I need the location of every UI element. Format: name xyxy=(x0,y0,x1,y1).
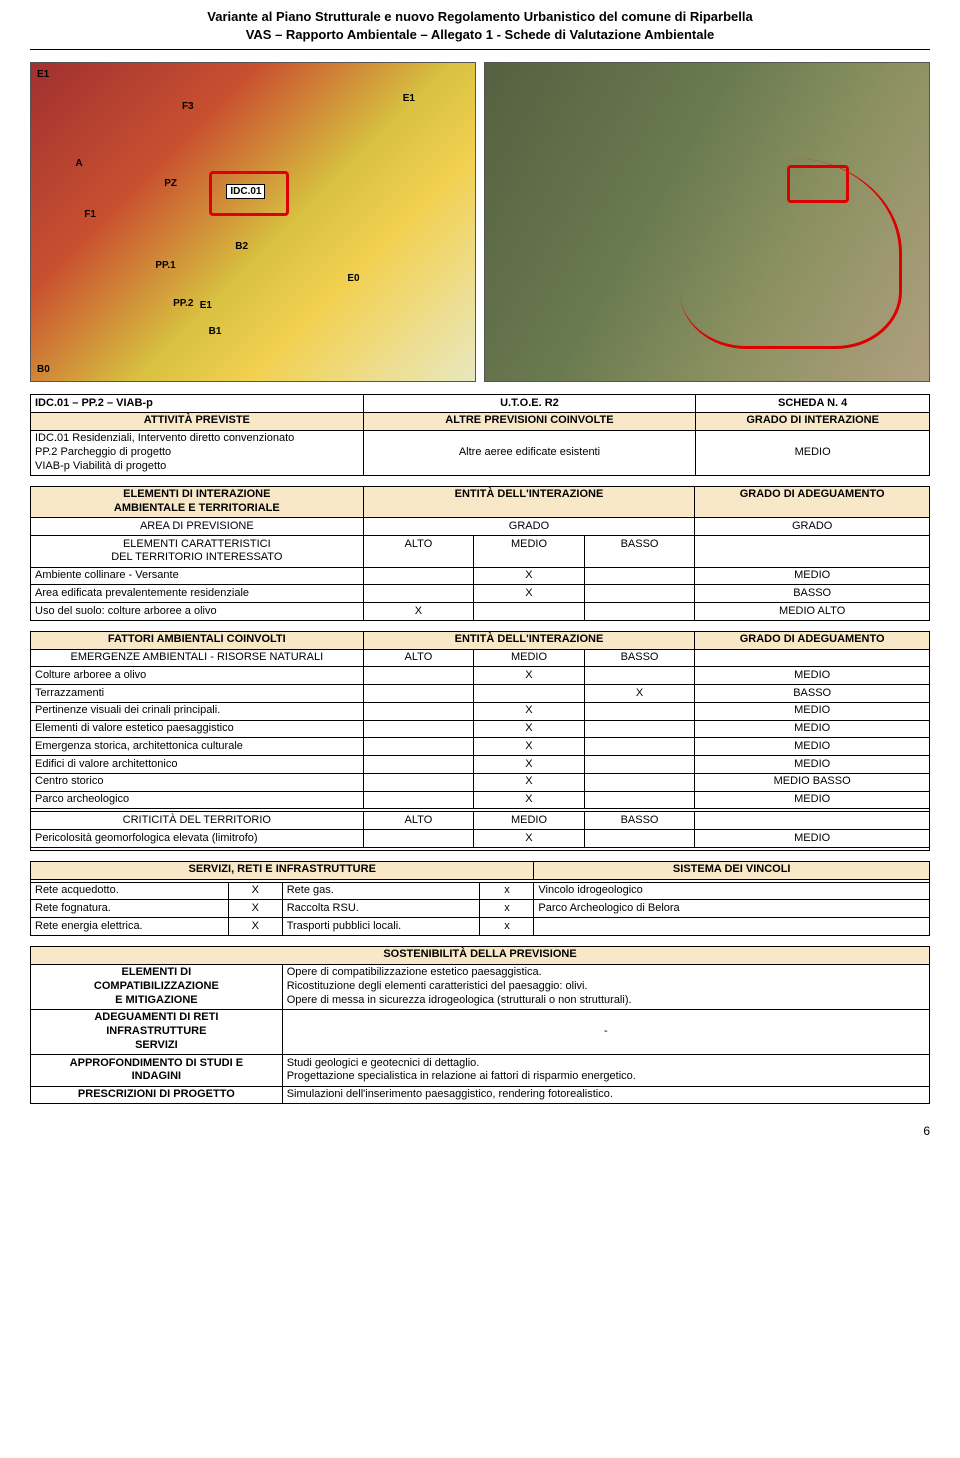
table-row: Ambiente collinare - VersanteXMEDIO xyxy=(31,567,930,585)
header-line-1: Variante al Piano Strutturale e nuovo Re… xyxy=(30,8,930,26)
t1-h1: ATTIVITÀ PREVISTE xyxy=(31,412,364,430)
table-servizi: SERVIZI, RETI E INFRASTRUTTURE SISTEMA D… xyxy=(30,861,930,936)
page-header: Variante al Piano Strutturale e nuovo Re… xyxy=(30,8,930,43)
table-row: Edifici di valore architettonicoXMEDIO xyxy=(31,756,930,774)
aerial-highlight xyxy=(787,165,849,203)
table-row: Uso del suolo: colture arboree a olivoXM… xyxy=(31,603,930,621)
t1-r1c1: IDC.01 – PP.2 – VIAB-p xyxy=(31,395,364,413)
table-row: Area edificata prevalentemente residenzi… xyxy=(31,585,930,603)
table-row: Centro storicoXMEDIO BASSO xyxy=(31,773,930,791)
table-row: Elementi di valore estetico paesaggistic… xyxy=(31,720,930,738)
map-row: E1 E1 IDC.01 PP.1 PP.2 E0 B0 B1 B2 E1 F1… xyxy=(30,62,930,382)
table-row: Emergenza storica, architettonica cultur… xyxy=(31,738,930,756)
zoning-map: E1 E1 IDC.01 PP.1 PP.2 E0 B0 B1 B2 E1 F1… xyxy=(30,62,476,382)
table-fattori: FATTORI AMBIENTALI COINVOLTI ENTITÀ DELL… xyxy=(30,631,930,851)
t1-h2: ALTRE PREVISIONI COINVOLTE xyxy=(363,412,696,430)
table-row: Pertinenze visuali dei crinali principal… xyxy=(31,702,930,720)
table-attivita: IDC.01 – PP.2 – VIAB-p U.T.O.E. R2 SCHED… xyxy=(30,394,930,476)
t1-r1c3: SCHEDA N. 4 xyxy=(696,395,930,413)
t1-r1c2: U.T.O.E. R2 xyxy=(363,395,696,413)
t1-b2: Altre aeree edificate esistenti xyxy=(363,430,696,475)
table-row: Rete fognatura.XRaccolta RSU.xParco Arch… xyxy=(31,900,930,918)
table-elementi: ELEMENTI DI INTERAZIONE AMBIENTALE E TER… xyxy=(30,486,930,621)
table-row: Rete acquedotto.XRete gas.xVincolo idrog… xyxy=(31,882,930,900)
t1-h3: GRADO DI INTERAZIONE xyxy=(696,412,930,430)
header-line-2: VAS – Rapporto Ambientale – Allegato 1 -… xyxy=(30,26,930,44)
page-number: 6 xyxy=(30,1124,930,1138)
table-row: Pericolosità geomorfologica elevata (lim… xyxy=(31,830,930,848)
aerial-map xyxy=(484,62,930,382)
table-sostenibilita: SOSTENIBILITÀ DELLA PREVISIONE ELEMENTI … xyxy=(30,946,930,1105)
t1-b1: IDC.01 Residenziali, Intervento diretto … xyxy=(31,430,364,475)
t1-b3: MEDIO xyxy=(696,430,930,475)
table-row: Colture arboree a olivoXMEDIO xyxy=(31,667,930,685)
header-rule xyxy=(30,49,930,50)
table-row: Rete energia elettrica.XTrasporti pubbli… xyxy=(31,918,930,936)
table-row: TerrazzamentiXBASSO xyxy=(31,685,930,703)
table-row: Parco archeologicoXMEDIO xyxy=(31,791,930,809)
